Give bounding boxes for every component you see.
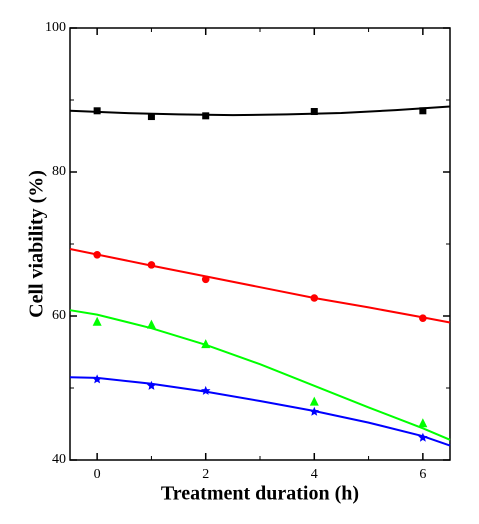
plot-frame	[69, 27, 451, 461]
x-axis-label: Treatment duration (h)	[161, 483, 359, 505]
x-tick-label: 6	[419, 467, 426, 482]
point	[201, 275, 210, 284]
point	[147, 261, 156, 269]
point	[309, 406, 319, 416]
point	[92, 374, 102, 384]
point	[419, 314, 427, 322]
fit-line	[69, 376, 451, 447]
y-tick-label: 60	[52, 308, 66, 323]
fit-line	[69, 105, 451, 117]
point	[310, 294, 319, 302]
point	[147, 113, 155, 121]
point	[93, 251, 101, 259]
x-tick-label: 4	[311, 467, 318, 482]
point	[418, 432, 428, 442]
point	[310, 108, 318, 116]
point	[146, 380, 157, 390]
point	[418, 418, 428, 428]
x-tick-label: 2	[202, 467, 209, 482]
point	[201, 339, 211, 349]
point	[146, 319, 156, 329]
point	[309, 396, 319, 406]
y-tick-label: 40	[52, 452, 66, 467]
fit-line	[69, 248, 451, 324]
x-tick-label: 0	[94, 467, 101, 482]
y-tick-label: 80	[52, 164, 66, 179]
point	[202, 112, 210, 120]
point	[92, 316, 102, 326]
point	[419, 107, 427, 115]
point	[93, 107, 101, 115]
y-axis-label: Cell viability (%)	[26, 170, 48, 318]
fit-line	[69, 309, 451, 441]
point	[201, 385, 211, 395]
y-tick-label: 100	[45, 20, 66, 35]
